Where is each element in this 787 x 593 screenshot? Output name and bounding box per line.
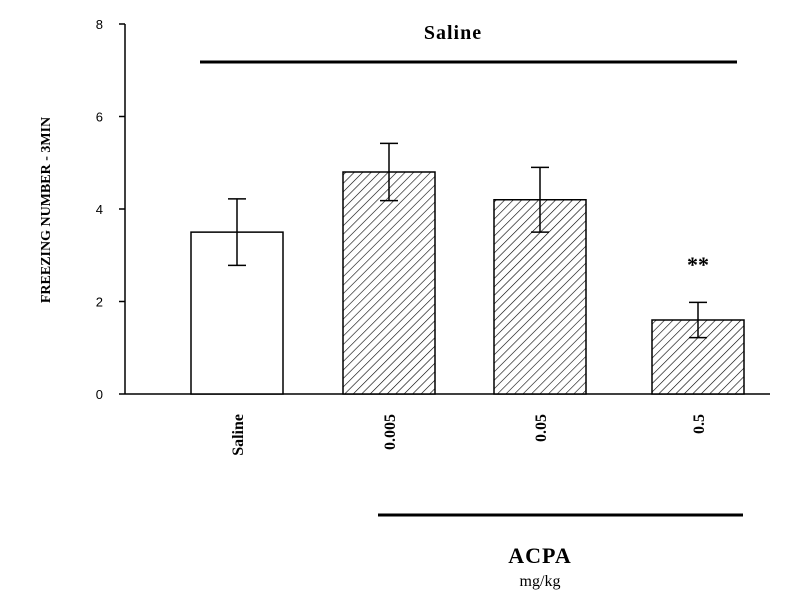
y-tick-label: 6 (96, 110, 103, 125)
bars (190, 142, 745, 395)
bar-0.5 (651, 319, 745, 395)
significance-marker: ** (687, 252, 709, 277)
y-tick-label: 8 (96, 17, 103, 32)
bottom-group-unit: mg/kg (520, 573, 561, 590)
bar-0.005 (342, 171, 436, 395)
y-ticks: 0 2 4 6 8 (96, 17, 125, 402)
y-tick-label: 4 (96, 202, 103, 217)
y-axis-label: FREEZING NUMBER - 3MIN (39, 117, 54, 303)
bottom-group-label: ACPA (508, 543, 571, 568)
x-tick-label: 0.005 (382, 414, 399, 450)
x-tick-label: 0.05 (533, 414, 550, 442)
x-tick-label: Saline (230, 414, 247, 456)
y-tick-label: 2 (96, 295, 103, 310)
top-group-label: Saline (424, 22, 482, 44)
x-tick-label: 0.5 (691, 414, 708, 434)
y-tick-label: 0 (96, 387, 103, 402)
x-tick-labels: Saline 0.005 0.05 0.5 (230, 414, 708, 456)
annotations: ** (687, 252, 709, 277)
